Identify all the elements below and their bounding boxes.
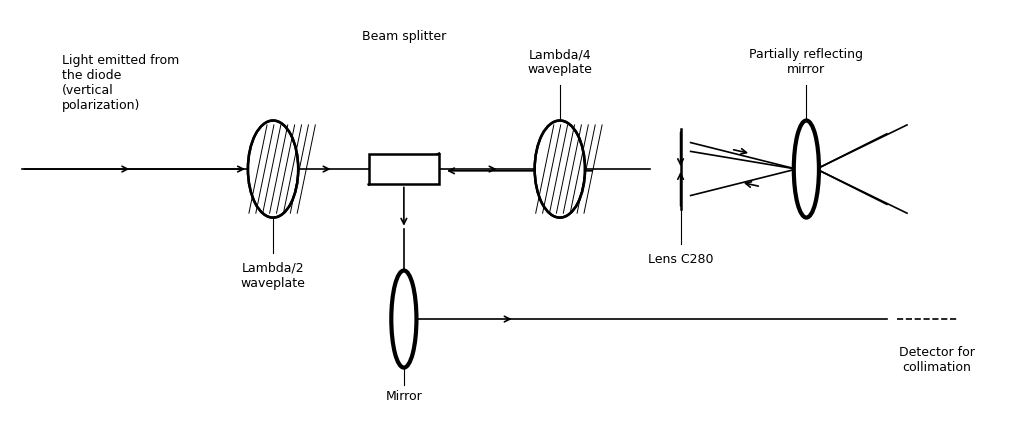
Text: Beam splitter: Beam splitter [362,30,446,43]
Text: Detector for
collimation: Detector for collimation [899,345,975,373]
Bar [368,154,439,185]
Text: Light emitted from
the diode
(vertical
polarization): Light emitted from the diode (vertical p… [62,54,179,112]
Text: Lambda/4
waveplate: Lambda/4 waveplate [528,48,592,76]
Text: Mirror: Mirror [385,390,422,403]
Text: Lens C280: Lens C280 [648,253,713,266]
Ellipse shape [794,120,819,218]
Ellipse shape [248,120,299,218]
Ellipse shape [391,270,417,368]
Ellipse shape [535,120,585,218]
Text: Lambda/2
waveplate: Lambda/2 waveplate [240,262,306,290]
Text: Partially reflecting
mirror: Partially reflecting mirror [750,48,864,76]
